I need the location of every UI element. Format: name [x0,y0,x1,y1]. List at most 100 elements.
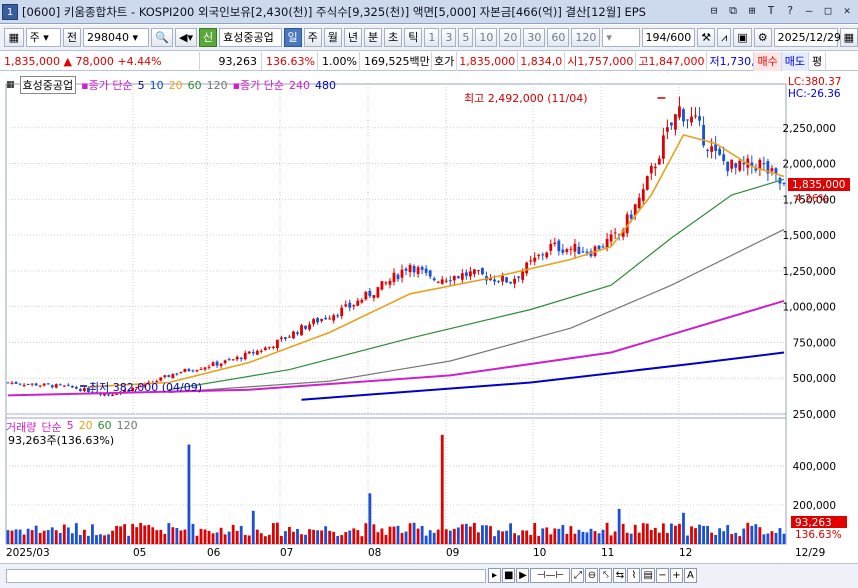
candle-body [267,346,271,348]
candle-body [529,260,533,262]
chart-menu-icon[interactable]: ▦ [4,28,24,47]
period-tick[interactable]: 틱 [404,28,423,47]
stop-icon[interactable]: ■ [502,568,516,583]
minus-icon[interactable]: − [655,568,669,583]
count-value: 194 [645,31,667,44]
min-30[interactable]: 30 [523,28,546,47]
volume-bar [211,533,215,544]
layout-icon[interactable]: ⊟ [710,4,718,17]
new-badge[interactable]: 신 [198,28,218,47]
range-icon[interactable]: ⊣—⊢ [530,568,571,583]
period-month[interactable]: 월 [323,28,342,47]
candle-body [460,273,464,280]
buy-button[interactable]: 매수 [754,51,782,71]
minimize-icon[interactable]: — [805,4,813,17]
help-icon[interactable]: ? [786,4,794,17]
search-icon[interactable]: 🔍 [151,28,173,47]
stock-code-input[interactable]: 298040 ▾ [82,28,150,47]
restore-icon[interactable]: ⧉ [729,4,737,17]
candle-body [388,280,392,285]
date-tick-label: 07 [280,547,293,559]
volume-bar [657,532,661,544]
legend-ma60[interactable]: 60 [187,78,202,92]
volume-bar [163,533,167,544]
expand-icon[interactable]: ⤢ [571,568,585,583]
period-second[interactable]: 초 [384,28,403,47]
date-input[interactable]: 2025/12/29 [773,28,841,47]
candle-body [416,267,420,274]
vol-ma60[interactable]: 60 [97,419,112,432]
min-120[interactable]: 120 [571,28,601,47]
vol-ma5[interactable]: 5 [66,419,74,432]
close-icon[interactable]: ✕ [843,4,851,17]
min-5[interactable]: 5 [458,28,474,47]
grid-view-icon[interactable]: ▤ [641,568,655,583]
whole-button[interactable]: 전 [62,28,81,47]
tool-icon[interactable]: ⚒ [697,28,716,47]
high-price: 고1,847,000 [636,51,708,71]
candle-body [565,249,569,252]
sell-button[interactable]: 매도 [781,51,809,71]
save-icon[interactable]: ▣ [733,28,752,47]
min-1[interactable]: 1 [424,28,440,47]
period-year[interactable]: 년 [343,28,362,47]
compare-icon[interactable]: ⇆ [613,568,627,583]
grid-icon[interactable]: ▦ [6,80,15,90]
vol-ma120[interactable]: 120 [116,419,138,432]
candle-body [135,387,139,389]
volume-bar [179,530,183,544]
chart-area[interactable]: 2,250,000 2,000,000 1,750,000 1,500,000 1,25… [0,72,858,563]
period-day[interactable]: 일 [283,28,302,47]
candle-body [750,162,754,167]
vol-ma20[interactable]: 20 [78,419,93,432]
period-minute[interactable]: 분 [364,28,383,47]
volume-bar [275,522,279,544]
volume-bar [754,524,758,544]
chart-type-icon[interactable]: ⩘ [717,28,732,47]
min-10[interactable]: 10 [475,28,498,47]
plus-icon[interactable]: + [669,568,683,583]
drawing-icon[interactable]: ⌇ [627,568,641,583]
asset-type-value: 주 [29,31,40,44]
play-icon[interactable]: ▶ [516,568,530,583]
volume-bar [91,524,94,544]
count-input[interactable]: 194/600 [641,28,696,47]
price-tick-label: 1,750,000 [783,194,836,206]
volume-bar [464,523,468,544]
candle-body [714,144,718,151]
candle-body [255,350,259,355]
zoom-icon[interactable]: ⤣ [599,568,613,583]
prev-icon[interactable]: ▸ [488,568,501,583]
min-20[interactable]: 20 [499,28,522,47]
asset-type-select[interactable]: 주 ▾ [25,28,61,47]
volume-bar [561,524,565,544]
font-size-icon[interactable]: A [683,568,697,583]
candle-body [665,127,669,132]
eval-button[interactable]: 평 [809,51,827,71]
candle-body [452,276,456,281]
legend-ma240[interactable]: 240 [289,78,311,92]
font-icon[interactable]: T [767,4,775,17]
interval-select[interactable]: ▾ [602,28,640,47]
volume-bar [115,525,118,544]
tile-icon[interactable]: ⊞ [748,4,756,17]
candle-body [368,290,372,297]
maximize-icon[interactable]: □ [824,4,832,17]
legend-ma5[interactable]: 5 [137,78,145,92]
legend-ma20[interactable]: 20 [168,78,183,92]
legend-ma120[interactable]: 120 [206,78,228,92]
legend-ma10[interactable]: 10 [149,78,164,92]
min-60[interactable]: 60 [547,28,570,47]
period-week[interactable]: 주 [303,28,322,47]
volume-bar [74,523,78,544]
candle-body [464,272,468,276]
sound-icon[interactable]: ◀▾ [174,28,197,47]
vol-tag: 93,263 [795,517,832,529]
min-3[interactable]: 3 [441,28,457,47]
chart-scrollbar[interactable] [6,569,486,583]
calendar-icon[interactable]: ▦ [839,28,858,47]
gear-icon[interactable]: ⚙ [753,28,772,47]
legend-ma480[interactable]: 480 [315,78,337,92]
volume-bar [247,535,251,544]
zoomout-icon[interactable]: ⊖ [585,568,599,583]
